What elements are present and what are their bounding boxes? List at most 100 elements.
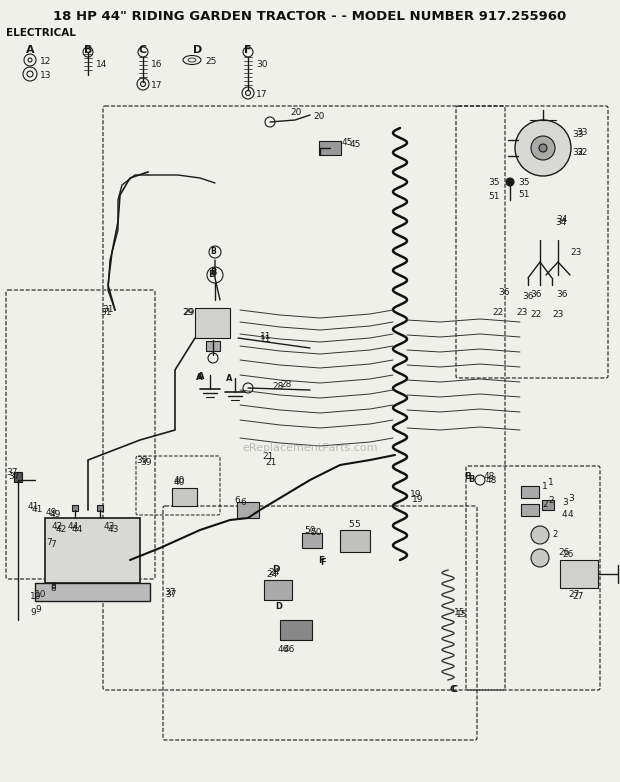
Text: 37: 37 (165, 590, 177, 599)
Text: 4: 4 (562, 510, 568, 519)
Bar (302, 533, 322, 547)
Text: ELECTRICAL: ELECTRICAL (6, 28, 76, 38)
Text: 40: 40 (174, 476, 185, 485)
Text: 29: 29 (182, 308, 193, 317)
Circle shape (531, 549, 549, 567)
Text: 45: 45 (350, 140, 361, 149)
Text: 23: 23 (552, 310, 564, 319)
Text: 29: 29 (183, 308, 195, 317)
Bar (237, 502, 259, 518)
Text: 21: 21 (262, 452, 273, 461)
Bar (264, 580, 292, 600)
Text: 35: 35 (518, 178, 529, 187)
Text: 11: 11 (260, 335, 272, 344)
Text: 3: 3 (568, 494, 574, 503)
Text: 10: 10 (35, 590, 46, 599)
Text: 42: 42 (56, 525, 67, 534)
Text: 5: 5 (348, 520, 354, 529)
Text: 27: 27 (568, 590, 579, 599)
Text: 46: 46 (278, 645, 290, 654)
Text: 26: 26 (558, 548, 569, 557)
Text: 28: 28 (272, 382, 283, 391)
Text: 1: 1 (542, 482, 547, 491)
Text: 17: 17 (151, 81, 162, 90)
Text: 39: 39 (136, 456, 148, 465)
Text: 44: 44 (68, 522, 79, 531)
Bar (195, 308, 230, 338)
Text: C: C (450, 685, 456, 694)
Bar (521, 504, 539, 516)
Text: 30: 30 (256, 60, 267, 69)
Text: 34: 34 (555, 218, 567, 227)
Text: 32: 32 (576, 148, 587, 157)
Text: 37: 37 (8, 472, 19, 481)
Bar (560, 560, 598, 588)
Text: D: D (193, 45, 203, 55)
Text: B: B (84, 45, 92, 55)
Text: 36: 36 (556, 290, 567, 299)
Circle shape (539, 144, 547, 152)
Text: 44: 44 (72, 525, 83, 534)
Text: 49: 49 (50, 510, 61, 519)
Text: 5: 5 (354, 520, 360, 529)
Text: 10: 10 (30, 592, 42, 601)
Text: 31: 31 (102, 305, 113, 314)
Text: 15: 15 (454, 608, 466, 617)
Bar (206, 341, 220, 351)
Text: B: B (208, 270, 215, 279)
Text: 33: 33 (576, 128, 588, 137)
Circle shape (515, 120, 571, 176)
Bar (97, 505, 103, 511)
Bar (35, 583, 150, 601)
Text: 22: 22 (530, 310, 541, 319)
Text: 31: 31 (100, 308, 112, 317)
Bar (280, 620, 312, 640)
Bar (172, 488, 197, 506)
Text: 11: 11 (260, 332, 272, 341)
Text: 2: 2 (548, 496, 554, 505)
Bar (521, 486, 539, 498)
Text: A: A (25, 45, 34, 55)
Text: 36: 36 (498, 288, 510, 297)
Text: 40: 40 (174, 478, 185, 487)
Text: eReplacementParts.com: eReplacementParts.com (242, 443, 378, 453)
Text: 36: 36 (530, 290, 541, 299)
Text: A: A (196, 373, 203, 382)
Text: D: D (275, 602, 282, 611)
Text: 8: 8 (50, 582, 56, 591)
Text: F: F (320, 558, 326, 567)
Text: 45: 45 (342, 138, 353, 147)
Text: 41: 41 (32, 505, 43, 514)
Text: 26: 26 (562, 550, 574, 559)
Text: B: B (468, 475, 474, 484)
Text: D: D (272, 565, 280, 574)
Bar (72, 505, 78, 511)
Text: 14: 14 (96, 60, 107, 69)
Text: 51: 51 (518, 190, 529, 199)
Text: 41: 41 (28, 502, 40, 511)
Text: 12: 12 (40, 57, 51, 66)
Text: B: B (210, 247, 216, 256)
Text: 35: 35 (488, 178, 500, 187)
Text: 19: 19 (412, 495, 423, 504)
Text: 4: 4 (568, 510, 574, 519)
Text: B: B (210, 268, 216, 277)
Text: 17: 17 (256, 90, 267, 99)
Text: 6: 6 (234, 496, 240, 505)
Text: 24: 24 (266, 570, 277, 579)
Text: 2: 2 (542, 500, 547, 509)
Text: 37: 37 (6, 468, 17, 477)
Text: 9: 9 (35, 605, 41, 614)
Text: 19: 19 (410, 490, 422, 499)
Text: F: F (318, 556, 324, 565)
Text: F: F (244, 45, 252, 55)
Text: 46: 46 (284, 645, 295, 654)
Text: 27: 27 (572, 592, 583, 601)
Text: 6: 6 (240, 498, 246, 507)
Circle shape (531, 136, 555, 160)
Text: 28: 28 (280, 380, 291, 389)
Text: 15: 15 (456, 610, 467, 619)
Text: 21: 21 (265, 458, 277, 467)
Bar (14, 472, 22, 482)
Text: 16: 16 (151, 60, 162, 69)
